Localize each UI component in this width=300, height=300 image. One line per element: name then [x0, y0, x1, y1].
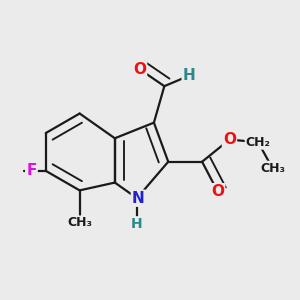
Text: CH₂: CH₂ — [246, 136, 271, 149]
Text: CH₃: CH₃ — [67, 217, 92, 230]
Text: H: H — [183, 68, 196, 83]
Text: O: O — [223, 132, 236, 147]
Text: H: H — [131, 217, 143, 231]
Text: O: O — [133, 62, 146, 77]
Text: N: N — [132, 191, 145, 206]
Text: O: O — [211, 184, 224, 199]
Text: CH₃: CH₃ — [260, 162, 285, 175]
Text: F: F — [26, 163, 37, 178]
